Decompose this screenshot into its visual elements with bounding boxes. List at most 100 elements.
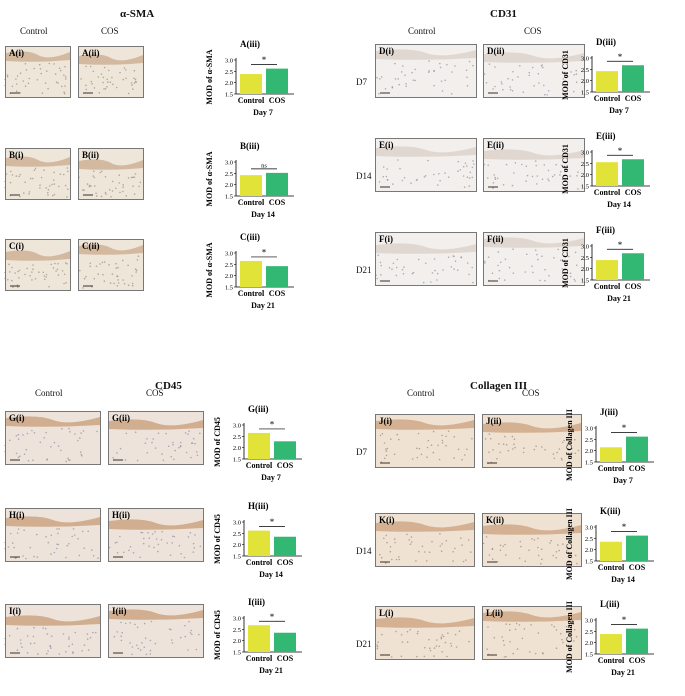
- column-label: Control: [408, 26, 436, 36]
- day-label: D7: [356, 447, 367, 457]
- y-tick-label: 3.0: [581, 150, 589, 157]
- bar-control: [240, 175, 262, 196]
- day-label: D21: [356, 639, 372, 649]
- y-axis-label: MOD of Collagen III: [565, 409, 574, 481]
- bar-cos: [266, 172, 288, 196]
- x-tick-label: COS: [277, 558, 294, 567]
- day-label: D21: [356, 265, 372, 275]
- y-axis-label: MOD of α-SMA: [205, 242, 214, 297]
- chart-title: C(iii): [240, 232, 260, 242]
- y-tick-label: 1.5: [225, 92, 233, 99]
- significance-marker: *: [270, 612, 275, 622]
- panel-label: F(ii): [487, 234, 504, 244]
- x-axis-label: Day 21: [251, 301, 275, 310]
- panel-label: A(i): [9, 48, 24, 58]
- y-tick-label: 1.5: [581, 184, 589, 191]
- y-tick-label: 2.5: [581, 67, 589, 74]
- bar-control: [248, 530, 270, 556]
- bar-control: [600, 447, 622, 462]
- control-micrograph: E(i): [375, 138, 477, 192]
- y-tick-label: 3.0: [233, 616, 241, 623]
- bar-cos: [274, 536, 296, 556]
- control-micrograph: D(i): [375, 44, 477, 98]
- x-tick-label: Control: [594, 282, 621, 291]
- y-tick-label: 2.5: [581, 161, 589, 168]
- panel-label: I(ii): [112, 606, 127, 616]
- chart-title: L(iii): [600, 599, 620, 609]
- control-micrograph: L(i): [375, 606, 475, 660]
- y-tick-label: 3.0: [585, 426, 593, 433]
- section-title: Collagen III: [470, 380, 528, 392]
- cos-micrograph: K(ii): [482, 513, 582, 567]
- panel-label: F(i): [379, 234, 393, 244]
- bar-cos: [626, 535, 648, 561]
- x-axis-label: Day 7: [613, 476, 633, 485]
- x-axis-label: Day 21: [259, 666, 283, 675]
- column-label: COS: [522, 388, 540, 398]
- y-axis-label: MOD of CD31: [561, 238, 570, 288]
- y-axis-label: MOD of Collagen III: [565, 508, 574, 580]
- y-tick-label: 2.5: [585, 437, 593, 444]
- chart-title: I(iii): [248, 597, 265, 607]
- panel-label: G(ii): [112, 413, 130, 423]
- bar-chart: C(iii) MOD of α-SMA 3.0 2.5 2.0 1.5 Control COS…: [205, 232, 294, 310]
- x-tick-label: COS: [277, 461, 294, 470]
- chart-title: G(iii): [248, 404, 269, 414]
- bar-chart: G(iii) MOD of CD45 3.0 2.5 2.0 1.5 Control COS *…: [213, 404, 302, 482]
- x-tick-label: COS: [629, 464, 646, 473]
- x-tick-label: Control: [238, 289, 265, 298]
- panel-label: E(ii): [487, 140, 504, 150]
- panel-label: K(i): [379, 515, 395, 525]
- control-micrograph: K(i): [375, 513, 475, 567]
- x-axis-label: Day 14: [251, 210, 275, 219]
- y-axis-label: MOD of CD31: [561, 144, 570, 194]
- y-tick-label: 1.5: [233, 650, 241, 657]
- x-tick-label: COS: [277, 654, 294, 663]
- y-tick-label: 2.0: [581, 266, 589, 273]
- panel-label: I(i): [9, 606, 21, 616]
- section-title: α-SMA: [120, 8, 155, 20]
- y-axis-label: MOD of α-SMA: [205, 151, 214, 206]
- bar-cos: [266, 266, 288, 287]
- chart-title: J(iii): [600, 407, 618, 417]
- bar-control: [596, 71, 618, 92]
- x-tick-label: Control: [246, 654, 273, 663]
- chart-title: B(iii): [240, 141, 260, 151]
- cos-micrograph: E(ii): [483, 138, 585, 192]
- x-tick-label: COS: [625, 94, 642, 103]
- y-tick-label: 2.5: [585, 629, 593, 636]
- significance-marker: *: [270, 517, 275, 527]
- panel-label: G(i): [9, 413, 25, 423]
- significance-marker: *: [622, 423, 627, 433]
- significance-marker: ns: [261, 162, 267, 169]
- x-tick-label: COS: [269, 289, 286, 298]
- section-title: CD45: [155, 380, 182, 392]
- bar-cos: [626, 628, 648, 654]
- y-tick-label: 2.5: [233, 434, 241, 441]
- column-label: COS: [101, 26, 119, 36]
- y-tick-label: 3.0: [581, 244, 589, 251]
- column-label: Control: [35, 388, 63, 398]
- bar-chart: H(iii) MOD of CD45 3.0 2.5 2.0 1.5 Control COS *…: [213, 501, 302, 579]
- day-label: D7: [356, 77, 367, 87]
- column-label: Control: [407, 388, 435, 398]
- y-tick-label: 1.5: [585, 652, 593, 659]
- cos-micrograph: G(ii): [108, 411, 204, 465]
- column-label: COS: [146, 388, 164, 398]
- panel-label: K(ii): [486, 515, 504, 525]
- bar-chart: J(iii) MOD of Collagen III 3.0 2.5 2.0 1.5 Con…: [565, 407, 654, 485]
- panel-label: B(i): [9, 150, 24, 160]
- chart-title: K(iii): [600, 506, 621, 516]
- bar-control: [600, 634, 622, 654]
- column-label: Control: [20, 26, 48, 36]
- bar-cos: [626, 436, 648, 462]
- cos-micrograph: I(ii): [108, 604, 204, 658]
- control-micrograph: I(i): [5, 604, 101, 658]
- panel-label: B(ii): [82, 150, 99, 160]
- bar-cos: [622, 65, 644, 92]
- bar-control: [240, 74, 262, 94]
- control-micrograph: J(i): [375, 414, 475, 468]
- significance-marker: *: [618, 146, 623, 156]
- cos-micrograph: B(ii): [78, 148, 144, 200]
- panel-label: D(ii): [487, 46, 505, 56]
